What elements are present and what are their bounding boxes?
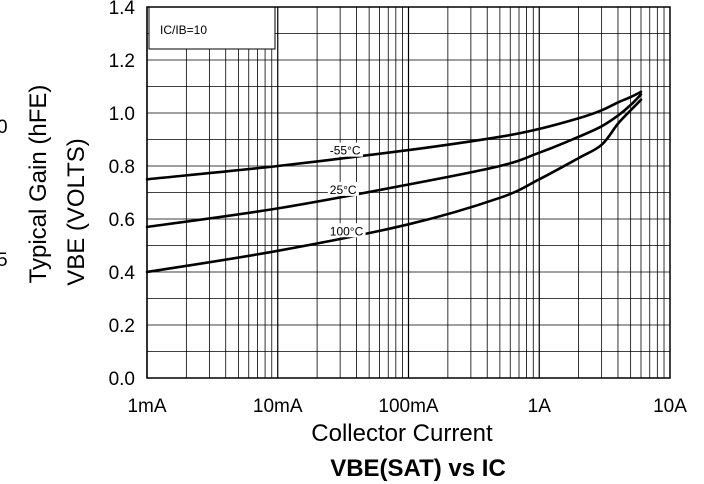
- annotation-label: IC/IB=10: [160, 23, 207, 37]
- secondary-tick-label: 0: [0, 117, 8, 138]
- secondary-y-axis-label: Typical Gain (hFE): [25, 85, 52, 284]
- y-tick-label: 0.6: [109, 210, 135, 231]
- curve-label-bg: [327, 142, 363, 157]
- y-tick-label: 0.0: [109, 369, 135, 390]
- curve-label-bg: [327, 181, 359, 196]
- secondary-tick-label: 5: [0, 250, 8, 271]
- y-tick-label: 1.0: [109, 104, 135, 125]
- x-tick-label: 100mA: [378, 396, 439, 417]
- y-tick-label: 1.2: [109, 51, 135, 72]
- y-tick-label: 0.2: [109, 316, 135, 337]
- x-tick-label: 10A: [653, 396, 687, 417]
- y-tick-label: 1.4: [109, 0, 136, 19]
- x-tick-label: 1A: [528, 396, 552, 417]
- series-label: 25°C: [330, 183, 357, 197]
- x-tick-label: 1mA: [127, 396, 166, 417]
- series-line: [145, 98, 643, 274]
- curve-labels: -55°C 25°C 100°C: [327, 142, 366, 238]
- annotation-box: [148, 6, 276, 50]
- plot-frame: [146, 6, 671, 379]
- series-label: 100°C: [330, 224, 364, 238]
- x-tick-labels: 1mA 10mA 100mA 1A 10A: [127, 396, 687, 417]
- x-axis-label: Collector Current: [311, 420, 493, 447]
- y-axis-label: VBE (VOLTS): [63, 138, 90, 286]
- y-tick-label: 0.4: [109, 263, 136, 284]
- series-line: [145, 93, 643, 229]
- x-tick-label: 10mA: [253, 396, 303, 417]
- chart-title: VBE(SAT) vs IC: [330, 455, 506, 482]
- grid: [146, 6, 670, 379]
- y-tick-label: 0.8: [109, 157, 135, 178]
- y-tick-labels: 0.0 0.2 0.4 0.6 0.8 1.0 1.2 1.4: [109, 0, 136, 390]
- series-label: -55°C: [330, 144, 361, 158]
- curves: [145, 90, 643, 274]
- series-line: [145, 90, 643, 181]
- curve-label-bg: [327, 223, 366, 238]
